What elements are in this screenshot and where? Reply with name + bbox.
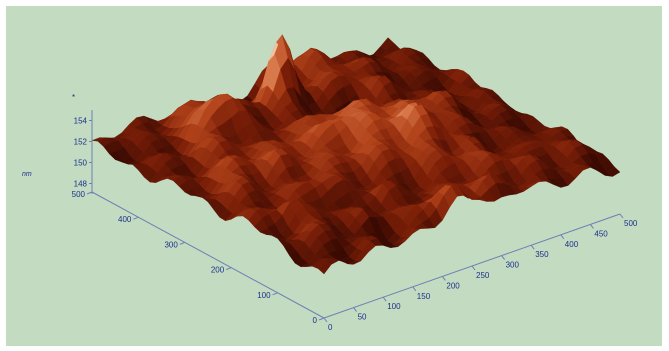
x-tick-label: 0 bbox=[328, 323, 333, 332]
x-tick-label: 50 bbox=[358, 313, 367, 322]
z-axis-unit-label: nm bbox=[22, 171, 32, 178]
x-tick-label-mark bbox=[382, 296, 387, 302]
x-tick-label: 250 bbox=[476, 271, 490, 280]
x-tick-label: 200 bbox=[446, 281, 460, 290]
z-tick-label: 150 bbox=[74, 159, 88, 168]
x-tick-label-mark bbox=[501, 255, 506, 260]
y-tick-label: 100 bbox=[257, 291, 271, 300]
x-tick-label-mark bbox=[560, 234, 565, 240]
x-tick-label: 400 bbox=[565, 240, 579, 249]
x-tick-label: 100 bbox=[387, 302, 401, 311]
x-tick-label-mark bbox=[619, 213, 624, 219]
y-tick-label: 0 bbox=[313, 316, 318, 325]
y-axis-ticks: 0 100 200 300 400 500 bbox=[72, 190, 325, 325]
y-tick-label: 200 bbox=[211, 266, 225, 275]
x-tick-label-mark bbox=[353, 307, 358, 312]
x-tick-label: 350 bbox=[535, 250, 549, 259]
surface-plot: 0 50 100 150 200 250 300 350 400 450 500 0 100 200 30… bbox=[22, 34, 638, 332]
x-tick-label-mark bbox=[471, 265, 476, 271]
y-tick-label: 400 bbox=[118, 215, 132, 224]
y-tick-label-mark bbox=[133, 216, 139, 220]
y-axis-line bbox=[91, 191, 325, 319]
x-tick-label: 300 bbox=[506, 261, 520, 270]
x-axis-ticks: 0 50 100 150 200 250 300 350 400 450 500 bbox=[323, 213, 638, 332]
x-tick-label: 150 bbox=[417, 292, 431, 301]
y-tick-label-mark bbox=[179, 241, 185, 245]
x-tick-label-mark bbox=[412, 286, 417, 292]
surface-facet bbox=[606, 166, 621, 177]
x-tick-label-mark bbox=[590, 224, 594, 229]
y-tick-label-mark bbox=[226, 267, 232, 271]
x-tick-label: 500 bbox=[624, 219, 638, 228]
afm-surface bbox=[91, 34, 621, 275]
z-tick-label: 148 bbox=[74, 180, 88, 189]
x-tick-label: 450 bbox=[594, 229, 608, 238]
y-tick-label-mark bbox=[86, 191, 93, 195]
z-tick-label: 152 bbox=[74, 138, 88, 147]
y-tick-label-mark bbox=[318, 317, 325, 321]
z-axis-marker: * bbox=[72, 93, 75, 102]
z-axis-ticks: 148 150 152 154 bbox=[74, 117, 92, 189]
x-tick-label-mark bbox=[441, 276, 446, 281]
z-tick-label: 154 bbox=[74, 117, 88, 126]
y-tick-label-mark bbox=[272, 292, 278, 296]
y-tick-label: 300 bbox=[164, 240, 178, 249]
chart-frame: 0 50 100 150 200 250 300 350 400 450 500 0 100 200 30… bbox=[6, 6, 662, 346]
y-tick-label: 500 bbox=[72, 190, 86, 199]
x-tick-label-mark bbox=[323, 317, 328, 323]
x-tick-label-mark bbox=[530, 244, 535, 250]
